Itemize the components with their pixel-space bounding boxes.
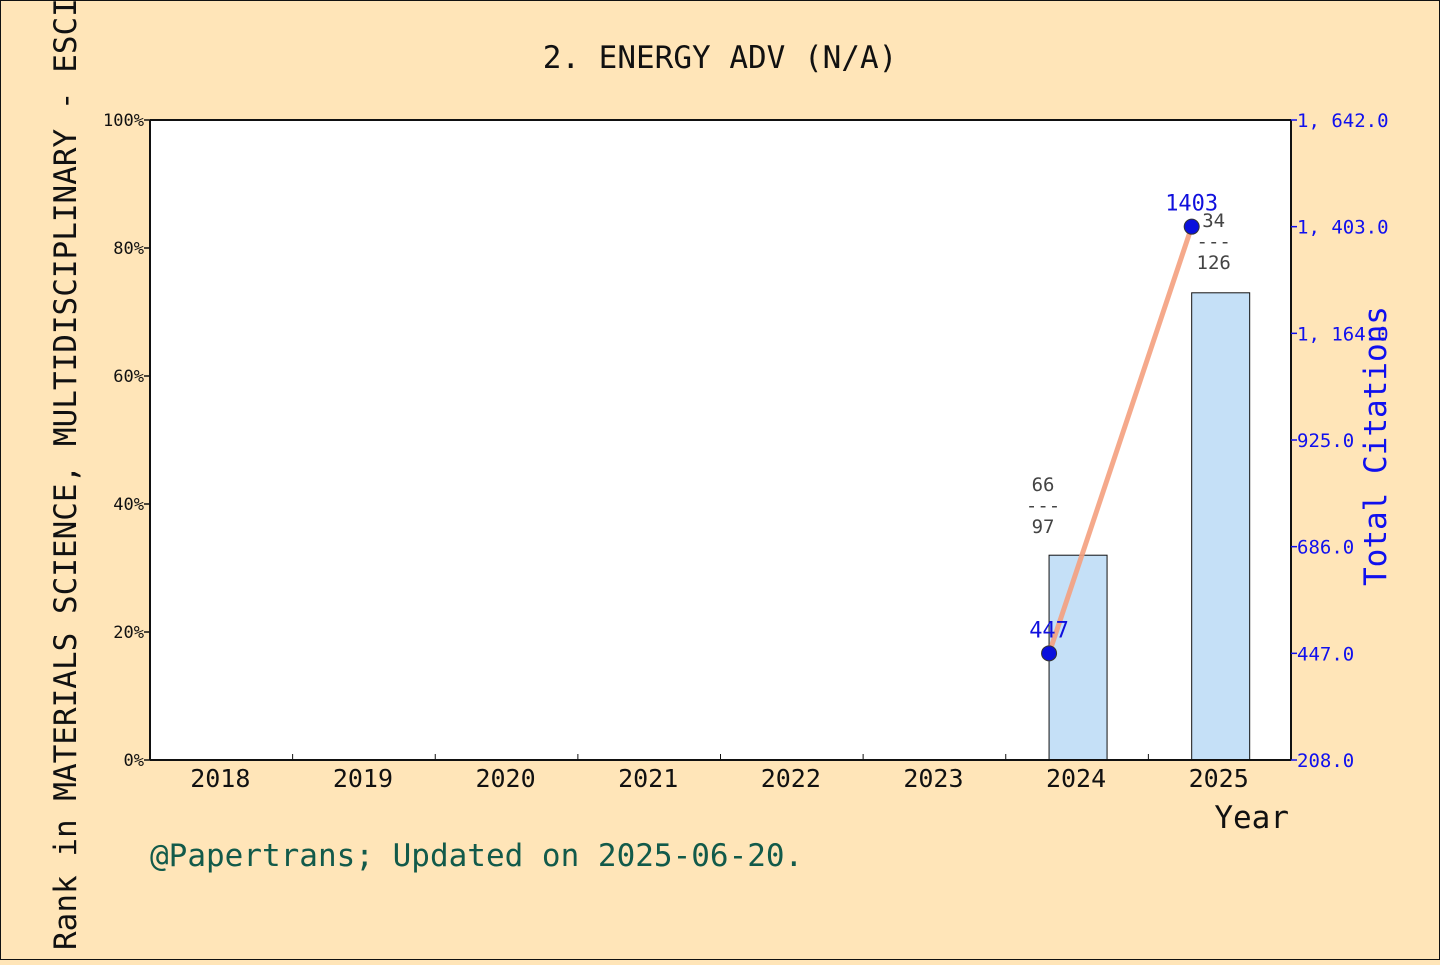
y2-tick-label: 1, 164.0	[1297, 323, 1389, 345]
y-tick-label: 80%	[113, 239, 144, 259]
y-tick-label: 0%	[124, 751, 144, 771]
y2-tick-label: 447.0	[1297, 643, 1354, 665]
y-tick-label: 20%	[113, 623, 144, 643]
x-tick-label-2021: 2021	[618, 764, 678, 793]
y2-tick-label: 686.0	[1297, 537, 1354, 559]
x-tick-label-2018: 2018	[190, 764, 250, 793]
y-tick-label: 60%	[113, 367, 144, 387]
bar-fraction-line-2024: ---	[1026, 495, 1060, 517]
citation-label-2025: 1403	[1165, 192, 1218, 217]
x-axis-label: Year	[1214, 800, 1289, 836]
x-tick-label-2019: 2019	[333, 764, 393, 793]
credit-note: @Papertrans; Updated on 2025-06-20.	[150, 838, 803, 874]
citation-point-2025	[1183, 218, 1200, 235]
bar-total-2025: 126	[1197, 252, 1231, 274]
bar-total-2024: 97	[1032, 516, 1055, 538]
plot-area: 66---9734---12644714030%20%40%60%80%100%…	[48, 0, 1394, 950]
y-tick-label: 40%	[113, 495, 144, 515]
bar-rank-2025: 34	[1202, 210, 1225, 232]
citations-line	[1046, 224, 1195, 656]
x-tick-label-2022: 2022	[761, 764, 821, 793]
x-tick-label-2024: 2024	[1046, 764, 1106, 793]
x-tick-label-2020: 2020	[475, 764, 535, 793]
chart-title: 2. ENERGY ADV (N/A)	[543, 40, 898, 76]
x-tick-label-2025: 2025	[1189, 764, 1249, 793]
y-tick-label: 100%	[103, 111, 144, 131]
citation-point-2024	[1041, 645, 1058, 662]
bar-2024	[1048, 554, 1108, 761]
bar-2025	[1191, 292, 1251, 761]
y2-tick-label: 1, 403.0	[1297, 217, 1389, 239]
y2-tick-label: 208.0	[1297, 750, 1354, 772]
bar-fraction-line-2025: ---	[1197, 231, 1231, 253]
bar-rank-2024: 66	[1032, 474, 1055, 496]
y2-tick-label: 925.0	[1297, 430, 1354, 452]
x-tick-label-2023: 2023	[903, 764, 963, 793]
y2-axis-label: Total Citations	[1358, 306, 1394, 586]
y2-tick-label: 1, 642.0	[1297, 110, 1389, 132]
y-axis-label: Rank in MATERIALS SCIENCE, MULTIDISCIPLI…	[48, 0, 84, 950]
citation-label-2024: 447	[1029, 618, 1069, 643]
